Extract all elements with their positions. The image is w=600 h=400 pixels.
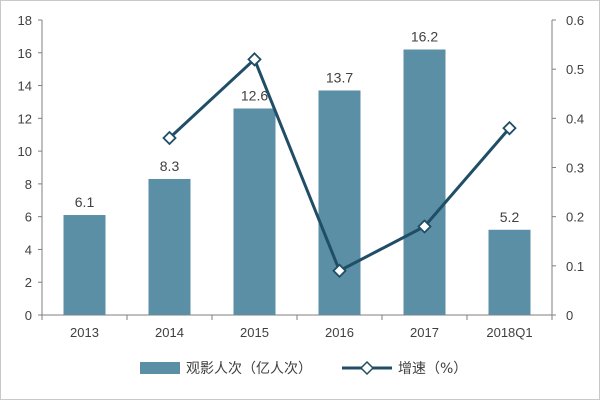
x-tick-label: 2017 xyxy=(410,325,439,340)
legend-bar-swatch xyxy=(140,362,180,374)
bar xyxy=(148,178,191,315)
bar-value-label: 13.7 xyxy=(326,69,353,85)
right-tick-label: 0.6 xyxy=(566,13,584,28)
left-tick-label: 10 xyxy=(18,144,32,159)
left-tick-label: 18 xyxy=(18,13,32,28)
bar xyxy=(63,215,106,315)
x-tick-label: 2018Q1 xyxy=(486,325,532,340)
bar-data-labels: 6.1 8.3 12.6 13.7 16.2 5.2 xyxy=(75,29,520,225)
line-series xyxy=(162,52,517,279)
left-tick-label: 2 xyxy=(25,275,32,290)
right-tick-label: 0.1 xyxy=(566,259,584,274)
bar-series xyxy=(63,49,531,315)
left-tick-label: 8 xyxy=(25,177,32,192)
legend-line-marker xyxy=(359,360,375,376)
left-tick-label: 16 xyxy=(18,46,32,61)
bar xyxy=(403,49,446,315)
line-point xyxy=(247,52,262,67)
line-point xyxy=(332,263,347,279)
right-tick-label: 0 xyxy=(566,308,573,323)
legend: 观影人次（亿人次） 增速（%） xyxy=(140,360,467,377)
line-point xyxy=(417,219,432,234)
x-tick-label: 2013 xyxy=(70,325,99,340)
bar xyxy=(233,108,276,315)
right-tick-label: 0.4 xyxy=(566,111,584,126)
bar-value-label: 12.6 xyxy=(241,88,268,104)
bar-value-label: 5.2 xyxy=(500,209,520,225)
legend-bar-label: 观影人次（亿人次） xyxy=(186,361,312,377)
left-tick-label: 12 xyxy=(18,111,32,126)
x-tick-label: 2016 xyxy=(325,325,354,340)
bar-value-label: 8.3 xyxy=(160,158,180,174)
x-tick-label: 2014 xyxy=(155,325,184,340)
right-tick-label: 0.3 xyxy=(566,161,584,176)
left-tick-label: 6 xyxy=(25,210,32,225)
legend-line-label: 增速（%） xyxy=(398,361,467,377)
right-y-axis: 0 0.1 0.2 0.3 0.4 0.5 0.6 xyxy=(551,13,584,323)
line-point xyxy=(502,120,517,136)
right-tick-label: 0.5 xyxy=(566,62,584,77)
right-tick-label: 0.2 xyxy=(566,210,584,225)
left-tick-label: 0 xyxy=(25,308,32,323)
left-tick-label: 14 xyxy=(18,79,32,94)
bar-value-label: 16.2 xyxy=(411,29,438,45)
bar xyxy=(488,229,531,315)
left-y-axis: 0 2 4 6 8 10 12 14 16 18 xyxy=(18,13,43,323)
x-tick-label: 2015 xyxy=(240,325,269,340)
x-axis: 2013 2014 2015 2016 2017 2018Q1 xyxy=(41,314,553,340)
bar xyxy=(318,90,361,315)
line-point xyxy=(162,130,177,146)
left-tick-label: 4 xyxy=(25,242,32,257)
bar-value-label: 6.1 xyxy=(75,194,95,210)
